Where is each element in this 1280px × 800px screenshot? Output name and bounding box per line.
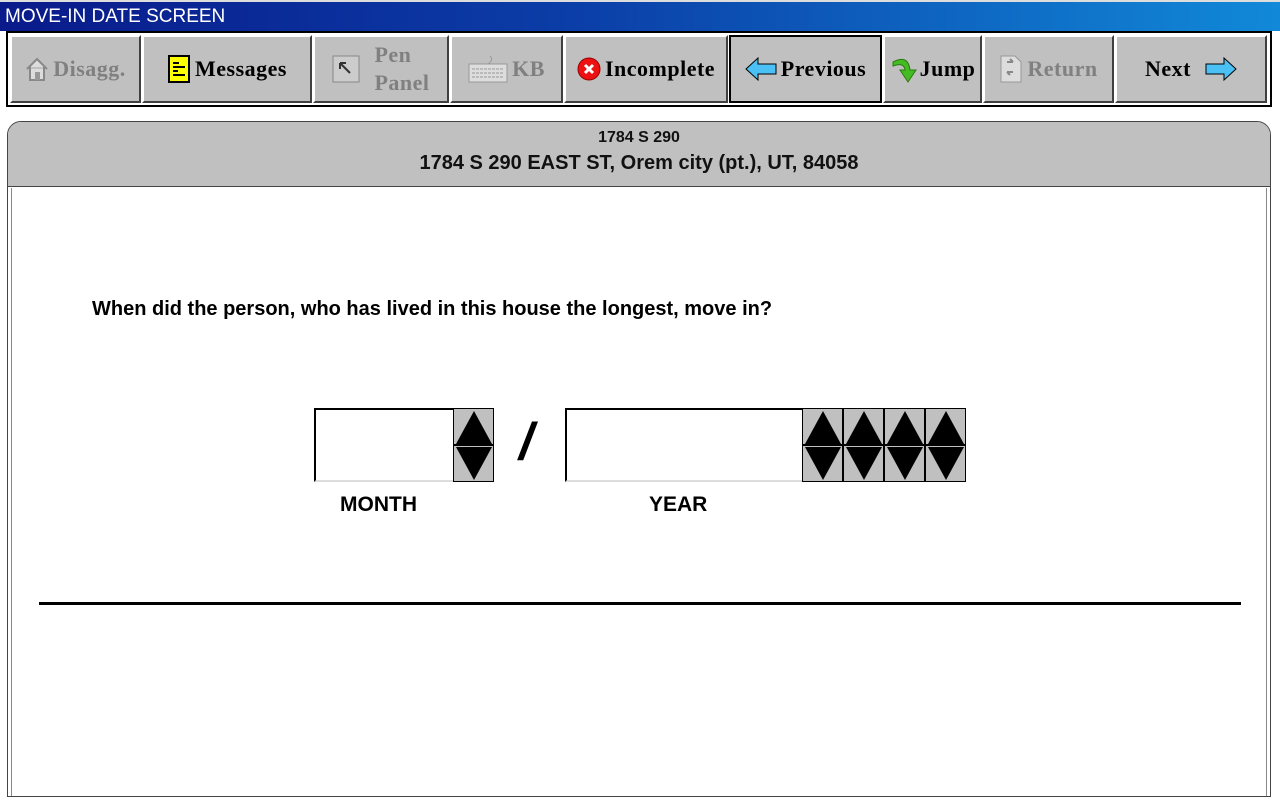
window-title: MOVE-IN DATE SCREEN <box>0 0 1280 31</box>
keyboard-button[interactable]: KB <box>450 35 563 103</box>
arrow-right-icon <box>1205 56 1237 82</box>
panel-label: Panel <box>374 70 430 95</box>
year-spinner-2[interactable] <box>843 408 884 482</box>
question-text: When did the person, who has lived in th… <box>92 298 773 320</box>
full-address: 1784 S 290 EAST ST, Orem city (pt.), UT,… <box>419 152 859 174</box>
up-arrow-icon[interactable] <box>456 411 492 444</box>
toolbar: Disagg. Messages Pen Panel KB Incomplete … <box>6 31 1272 107</box>
panel-body <box>11 188 1267 796</box>
short-address: 1784 S 290 <box>598 129 680 146</box>
divider <box>39 602 1241 605</box>
down-arrow-icon[interactable] <box>928 447 964 480</box>
address-header: 1784 S 290 1784 S 290 EAST ST, Orem city… <box>8 122 1270 187</box>
previous-button[interactable]: Previous <box>729 35 882 103</box>
year-spinner-4[interactable] <box>925 408 966 482</box>
house-icon <box>25 56 49 82</box>
up-arrow-icon[interactable] <box>846 411 882 444</box>
messages-label: Messages <box>195 56 287 81</box>
up-arrow-icon[interactable] <box>805 411 841 444</box>
return-button[interactable]: Return <box>983 35 1114 103</box>
incomplete-label: Incomplete <box>604 56 716 81</box>
disagg-label: Disagg. <box>53 56 126 81</box>
kb-label: KB <box>512 56 545 81</box>
pen-arrow-icon <box>332 55 360 83</box>
month-label: MONTH <box>340 493 417 516</box>
red-x-icon <box>577 57 601 81</box>
notepad-icon <box>167 54 191 84</box>
next-label: Next <box>1145 56 1191 81</box>
return-label: Return <box>1027 56 1098 81</box>
next-button[interactable]: Next <box>1115 35 1267 103</box>
keyboard-icon <box>468 54 508 84</box>
return-icon <box>999 54 1023 84</box>
jump-button[interactable]: Jump <box>883 35 982 103</box>
up-arrow-icon[interactable] <box>887 411 923 444</box>
date-separator: / <box>519 413 534 471</box>
jump-label: Jump <box>919 56 976 81</box>
incomplete-button[interactable]: Incomplete <box>564 35 728 103</box>
month-input[interactable] <box>314 408 453 482</box>
down-arrow-icon[interactable] <box>456 447 492 480</box>
messages-button[interactable]: Messages <box>142 35 312 103</box>
disagg-button[interactable]: Disagg. <box>10 35 141 103</box>
down-arrow-icon[interactable] <box>846 447 882 480</box>
down-arrow-icon[interactable] <box>805 447 841 480</box>
previous-label: Previous <box>780 56 867 81</box>
year-label: YEAR <box>649 493 708 516</box>
year-spinner-1[interactable] <box>802 408 843 482</box>
year-input[interactable] <box>565 408 802 482</box>
pen-panel-button[interactable]: Pen Panel <box>313 35 449 103</box>
jump-arrow-icon <box>890 54 920 84</box>
month-spinner[interactable] <box>453 408 494 482</box>
pen-label: Pen <box>374 42 412 67</box>
year-spinner-3[interactable] <box>884 408 925 482</box>
down-arrow-icon[interactable] <box>887 447 923 480</box>
up-arrow-icon[interactable] <box>928 411 964 444</box>
arrow-left-icon <box>745 56 777 82</box>
